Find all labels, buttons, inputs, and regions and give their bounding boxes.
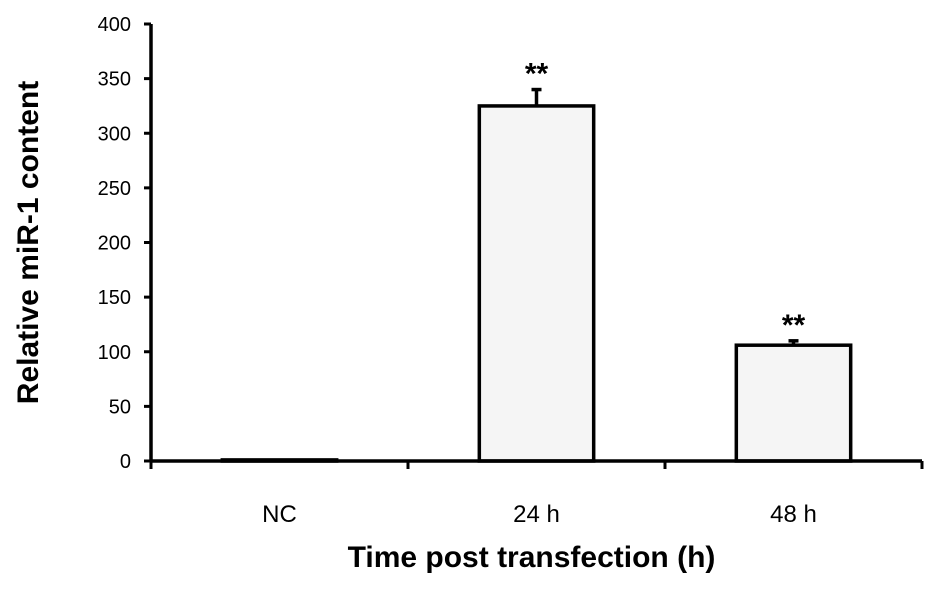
y-tick-label: 50 (109, 396, 131, 418)
x-axis-title: Time post transfection (h) (348, 541, 716, 574)
y-tick-label: 0 (120, 451, 131, 473)
axes (149, 24, 922, 463)
y-tick-label: 200 (98, 233, 131, 255)
bars (220, 104, 853, 463)
error-bars (531, 87, 799, 346)
significance-label: ** (525, 58, 549, 91)
y-tick-label: 400 (98, 14, 131, 36)
y-tick-label: 350 (98, 69, 131, 91)
x-tick-label: 48 h (770, 501, 817, 528)
y-axis-ticks: 0 50 100 150 200 250 300 350 400 (98, 14, 151, 473)
y-tick-label: 250 (98, 178, 131, 200)
x-tick-label: 24 h (513, 501, 560, 528)
significance-label: ** (782, 309, 806, 342)
x-tick-label: NC (262, 501, 297, 528)
x-axis-ticks: NC 24 h 48 h (149, 461, 924, 528)
y-axis-title: Relative miR-1 content (12, 81, 45, 404)
significance-annotations: ** ** (525, 58, 806, 342)
y-tick-label: 300 (98, 123, 131, 145)
y-tick-label: 150 (98, 287, 131, 309)
y-tick-label: 100 (98, 342, 131, 364)
bar (734, 343, 853, 463)
bar (477, 104, 596, 463)
